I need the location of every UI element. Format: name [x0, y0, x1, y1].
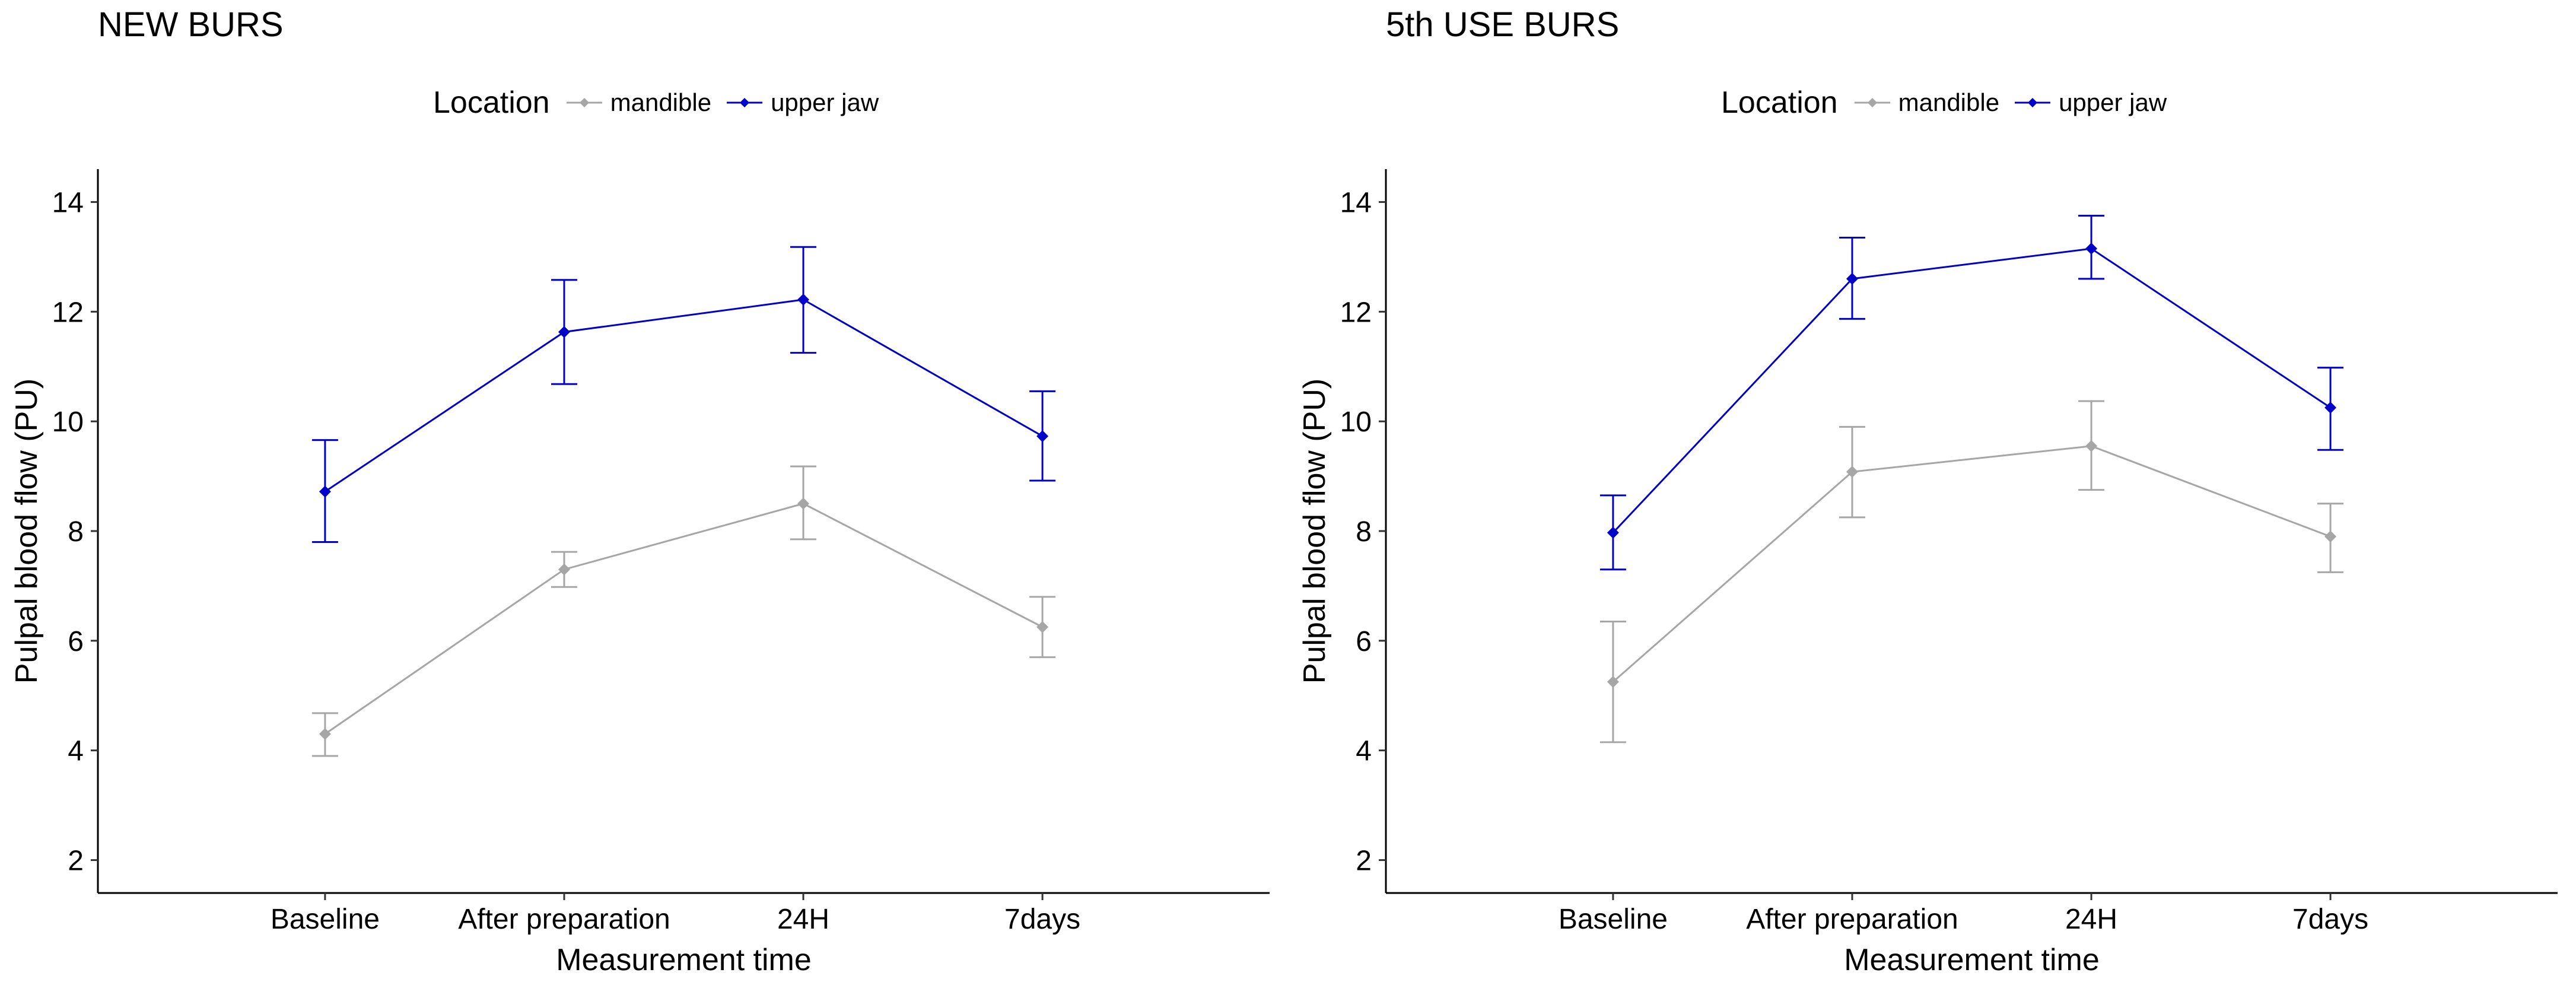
y-tick-label: 12	[1340, 297, 1372, 328]
legend-key-upper-jaw-icon	[2015, 98, 2051, 107]
legend-label-mandible: mandible	[1898, 88, 2000, 116]
series-line-upper-jaw	[1612, 247, 2331, 533]
y-tick-label: 12	[52, 297, 84, 328]
legend-label-upper-jaw: upper jaw	[2059, 88, 2167, 116]
y-tick-label: 2	[68, 846, 84, 877]
data-point-upper-jaw	[2085, 243, 2098, 255]
y-tick-label: 14	[52, 187, 84, 218]
data-point-upper-jaw	[2324, 402, 2337, 414]
data-point-upper-jaw	[1846, 272, 1858, 285]
x-axis-title: Measurement time	[1844, 943, 2100, 977]
x-tick-label-baseline: Baseline	[271, 904, 380, 935]
legend-item-mandible: mandible	[566, 88, 712, 117]
data-point-upper-jaw	[319, 485, 331, 498]
legend-item-upper-jaw: upper jaw	[727, 88, 879, 117]
plot-area: 2 4 6 8 10 12 14 Baseline After preparation 24H 7d…	[9, 169, 1270, 977]
x-axis-title: Measurement time	[556, 943, 812, 977]
y-tick-label: 4	[1356, 736, 1372, 767]
x-tick-label-24h: 24H	[2065, 904, 2117, 935]
series-upper-jaw	[311, 246, 1056, 543]
data-point-upper-jaw	[558, 326, 570, 338]
chart-legend: Location mandible upper jaw	[1721, 82, 2182, 123]
y-tick-label: 6	[68, 626, 84, 657]
chart-legend: Location mandible upper jaw	[433, 82, 894, 123]
x-tick-label-baseline: Baseline	[1559, 904, 1668, 935]
series-line-upper-jaw	[325, 298, 1043, 492]
y-axis-title: Pulpal blood flow (PU)	[9, 379, 44, 684]
data-point-mandible	[319, 727, 331, 740]
data-point-upper-jaw	[1036, 430, 1049, 443]
y-tick-label: 6	[1356, 626, 1372, 657]
x-tick-label-after-preparation: After preparation	[1746, 904, 1958, 935]
legend-label-mandible: mandible	[610, 88, 712, 116]
series-mandible	[1599, 400, 2344, 743]
series-line-mandible	[325, 503, 1043, 735]
x-tick-label-after-preparation: After preparation	[458, 904, 670, 935]
legend-title: Location	[433, 85, 550, 120]
legend-key-mandible-icon	[1854, 98, 1890, 107]
legend-title: Location	[1721, 85, 1838, 120]
data-point-mandible	[558, 563, 570, 576]
series-mandible	[311, 465, 1056, 757]
y-tick-label: 4	[68, 736, 84, 767]
y-tick-label: 10	[52, 406, 84, 438]
y-axis-title: Pulpal blood flow (PU)	[1297, 379, 1332, 684]
data-point-mandible	[2324, 530, 2337, 543]
data-point-upper-jaw	[1607, 526, 1619, 539]
series-upper-jaw	[1599, 215, 2344, 571]
chart-title: NEW BURS	[98, 5, 284, 44]
series-line-mandible	[1612, 445, 2331, 683]
chart-title: 5th USE BURS	[1386, 5, 1620, 44]
data-point-mandible	[1607, 676, 1619, 688]
y-tick-label: 8	[1356, 516, 1372, 548]
x-tick-label-24h: 24H	[777, 904, 829, 935]
x-tick-label-7days: 7days	[2292, 904, 2368, 935]
data-point-mandible	[797, 497, 810, 510]
data-point-mandible	[1036, 621, 1049, 633]
data-point-upper-jaw	[797, 293, 810, 306]
y-tick-label: 10	[1340, 406, 1372, 438]
plot-area: 2 4 6 8 10 12 14 Baseline After preparation 24H 7d…	[1297, 169, 2558, 977]
x-tick-label-7days: 7days	[1004, 904, 1080, 935]
data-point-mandible	[2085, 440, 2098, 452]
y-tick-label: 2	[1356, 846, 1372, 877]
y-tick-label: 14	[1340, 187, 1372, 218]
legend-item-upper-jaw: upper jaw	[2015, 88, 2167, 117]
chart-panel-new-burs: NEW BURS Location mandible upper jaw 2 4 6…	[9, 5, 1270, 977]
chart-panel-5th-use-burs: 5th USE BURS Location mandible upper jaw…	[1288, 0, 2576, 982]
legend-item-mandible: mandible	[1854, 88, 2000, 117]
legend-key-upper-jaw-icon	[727, 98, 763, 107]
legend-label-upper-jaw: upper jaw	[771, 88, 879, 116]
y-tick-label: 8	[68, 516, 84, 548]
legend-key-mandible-icon	[566, 98, 602, 107]
data-point-mandible	[1846, 466, 1858, 478]
